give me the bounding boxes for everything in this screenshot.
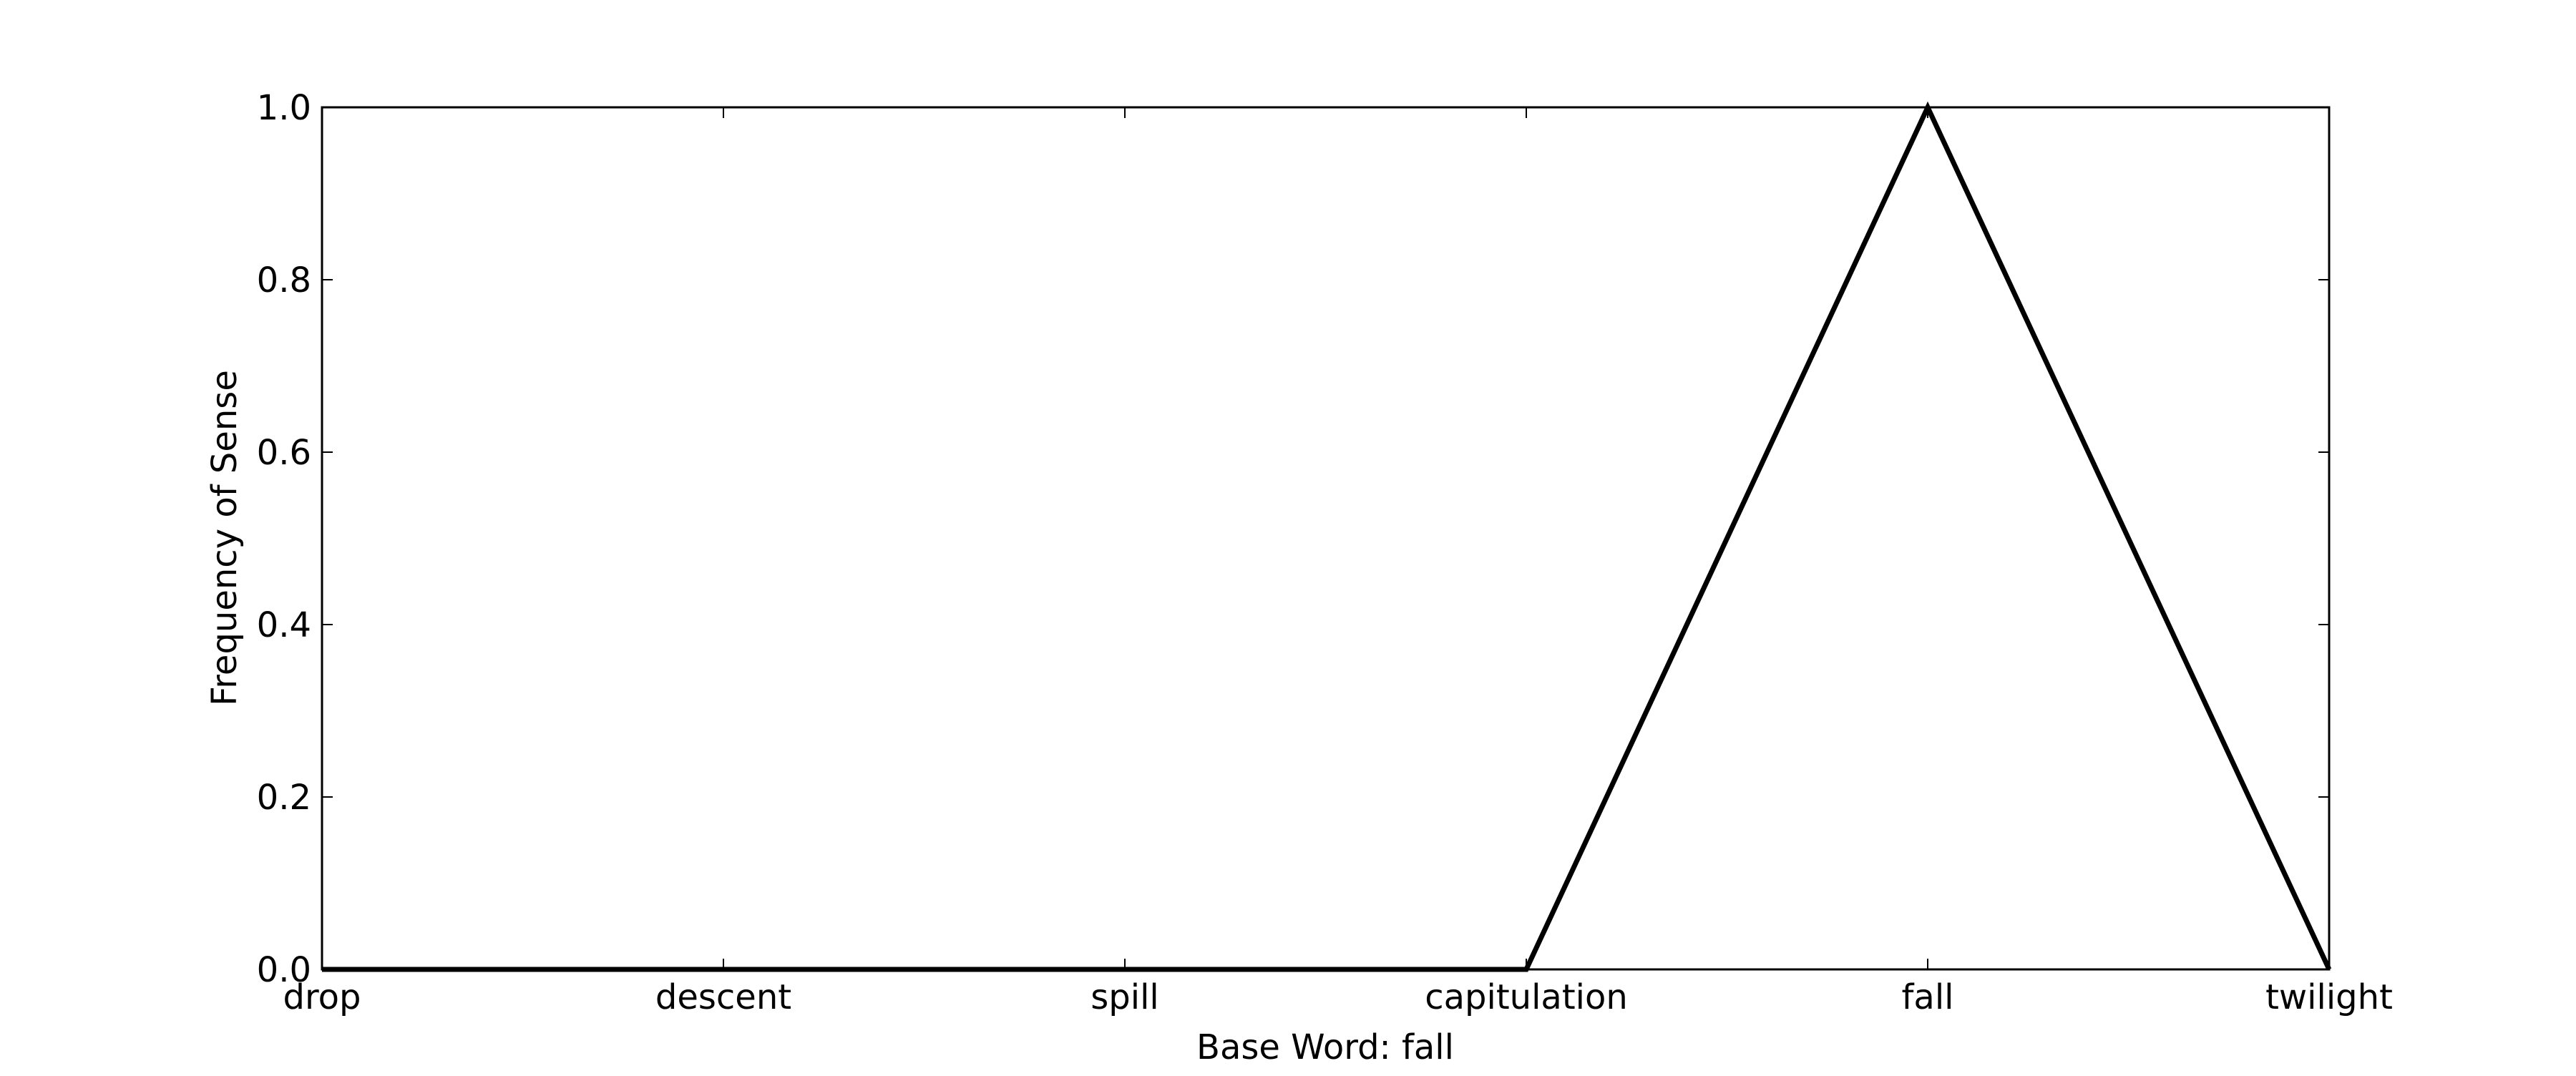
x-tick-label: drop (283, 977, 361, 1017)
plot-frame (321, 106, 2331, 971)
y-tick-label: 0.0 (257, 950, 311, 990)
plot-area (322, 107, 2329, 969)
y-tick-labels: 0.0 0.2 0.4 0.6 0.8 1.0 (257, 88, 311, 990)
x-axis-label: Base Word: fall (1196, 1027, 1454, 1067)
x-tick-label: descent (655, 977, 791, 1017)
y-tick-label: 0.8 (257, 260, 311, 300)
y-tick-label: 0.2 (257, 778, 311, 818)
x-tick-label: capitulation (1425, 977, 1628, 1017)
x-tick-label: spill (1091, 977, 1158, 1017)
y-axis-label: Frequency of Sense (205, 370, 245, 706)
x-tick-label: fall (1902, 977, 1954, 1017)
x-tick-labels: drop descent spill capitulation fall twilight (283, 977, 2393, 1017)
y-tick-label: 0.4 (257, 605, 311, 645)
x-tick-label: twilight (2265, 977, 2393, 1017)
y-tick-label: 0.6 (257, 433, 311, 473)
y-tick-label: 1.0 (257, 88, 311, 128)
